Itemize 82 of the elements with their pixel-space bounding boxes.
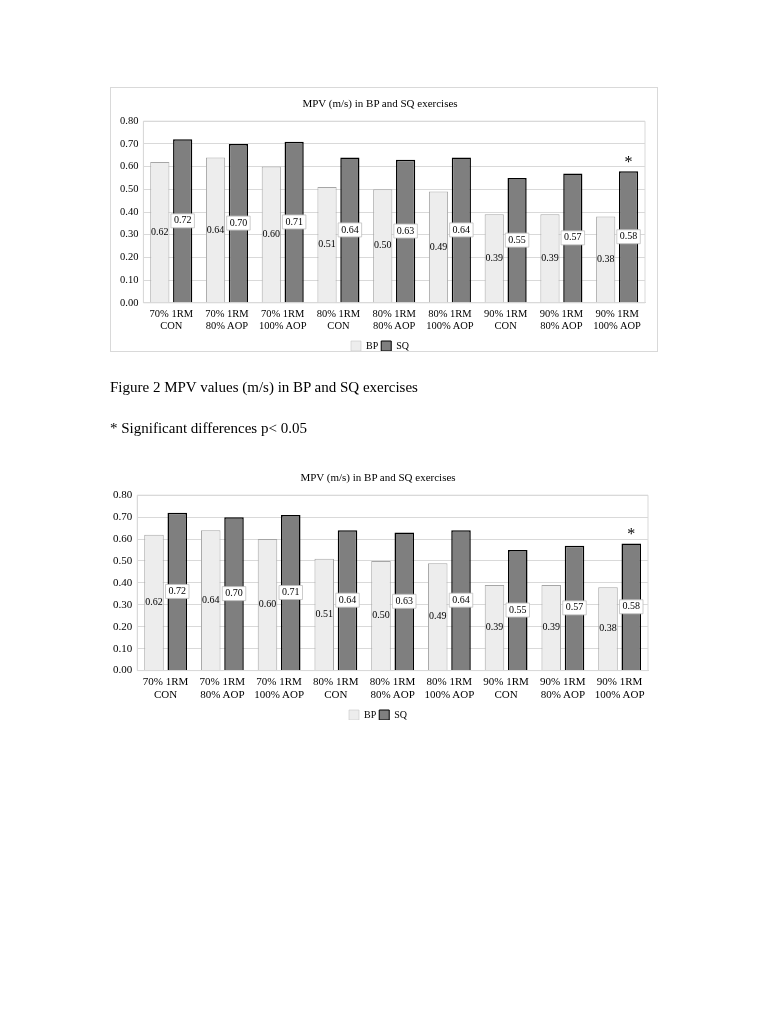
x-tick-label: 90% 1RM 80% AOP	[540, 675, 586, 701]
x-tick-label: 80% 1RM 100% AOP	[426, 307, 474, 332]
x-tick-label: 90% 1RM CON	[483, 307, 529, 332]
data-label: 0.64	[206, 223, 225, 235]
data-label: 0.60	[262, 228, 281, 240]
y-tick-label: 0.40	[120, 205, 139, 217]
data-label: 0.70	[225, 587, 243, 599]
caption: Figure 2 MPV values (m/s) in BP and SQ exercises	[110, 379, 419, 396]
y-tick-label: 0.00	[120, 296, 139, 308]
data-label: 0.64	[452, 223, 471, 235]
x-tick-label: 90% 1RM 80% AOP	[539, 307, 584, 332]
data-label: 0.60	[258, 598, 277, 610]
data-label: 0.38	[596, 253, 615, 265]
x-tick-label: 80% 1RM 80% AOP	[369, 675, 416, 701]
legend-label: BP	[363, 708, 377, 720]
data-label: 0.49	[428, 610, 447, 622]
legend-label: SQ	[396, 339, 410, 351]
x-tick-label: 90% 1RM 100% AOP	[594, 675, 645, 701]
data-label: 0.63	[396, 224, 415, 236]
x-tick-label: 90% 1RM CON	[483, 675, 530, 701]
y-tick-label: 0.30	[120, 228, 139, 240]
chart-title: MPV (m/s) in BP and SQ exercises	[302, 97, 458, 111]
data-label: 0.72	[168, 585, 187, 597]
y-tick-label: 0.80	[120, 114, 139, 126]
y-tick-label: 0.70	[120, 137, 139, 149]
x-tick-label: 70% 1RM 80% AOP	[205, 307, 250, 332]
data-label: 0.62	[145, 596, 163, 608]
x-tick-label: 70% 1RM 100% AOP	[258, 307, 307, 332]
y-tick-label: 0.20	[113, 619, 133, 632]
data-label: 0.58	[619, 230, 638, 242]
y-tick-label: 0.10	[113, 641, 133, 654]
data-label: 0.39	[541, 251, 559, 263]
data-label: 0.58	[622, 600, 641, 612]
y-tick-label: 0.30	[113, 597, 133, 610]
data-label: 0.57	[565, 601, 584, 613]
x-tick-label: 80% 1RM CON	[313, 675, 359, 701]
data-label: 0.64	[452, 593, 470, 605]
data-label: 0.39	[542, 621, 560, 633]
y-tick-label: 0.40	[113, 575, 133, 588]
x-tick-label: 70% 1RM CON	[142, 675, 189, 701]
data-label: 0.50	[372, 609, 390, 621]
x-tick-label: 80% 1RM 100% AOP	[424, 675, 475, 701]
y-tick-label: 0.60	[113, 531, 133, 544]
data-label: 0.64	[341, 223, 359, 235]
y-tick-label: 0.50	[120, 183, 139, 195]
text: * Significant differences p< 0.05	[110, 420, 308, 437]
chart-title: MPV (m/s) in BP and SQ exercises	[300, 471, 456, 485]
x-tick-label: 70% 1RM 80% AOP	[199, 675, 246, 701]
y-tick-label: 0.00	[113, 663, 133, 676]
x-tick-label: 90% 1RM 100% AOP	[593, 307, 642, 332]
y-tick-label: 0.20	[120, 251, 139, 263]
x-tick-label: 80% 1RM CON	[316, 307, 361, 332]
annotation: *	[627, 525, 636, 543]
y-tick-label: 0.80	[113, 488, 133, 501]
annotation: *	[624, 153, 633, 171]
data-label: 0.39	[485, 251, 503, 263]
data-label: 0.63	[395, 594, 414, 606]
data-label: 0.51	[315, 608, 333, 620]
y-tick-label: 0.60	[120, 160, 139, 172]
legend-label: SQ	[394, 708, 408, 720]
x-tick-label: 70% 1RM 100% AOP	[254, 675, 305, 701]
data-label: 0.38	[599, 622, 617, 634]
y-tick-label: 0.70	[113, 510, 133, 523]
data-label: 0.55	[508, 233, 526, 245]
data-label: 0.51	[318, 238, 336, 250]
data-label: 0.55	[509, 603, 527, 615]
y-tick-label: 0.50	[113, 553, 133, 566]
data-label: 0.71	[282, 586, 300, 598]
data-label: 0.57	[564, 231, 582, 243]
data-label: 0.71	[285, 215, 303, 227]
x-tick-label: 70% 1RM CON	[149, 307, 194, 332]
data-label: 0.49	[429, 240, 448, 252]
x-tick-label: 80% 1RM 80% AOP	[372, 307, 417, 332]
data-label: 0.39	[485, 621, 504, 633]
legend-label: BP	[365, 339, 379, 351]
data-label: 0.64	[201, 593, 220, 605]
data-label: 0.64	[338, 593, 357, 605]
y-tick-label: 0.10	[120, 273, 139, 285]
data-label: 0.72	[173, 214, 192, 226]
data-label: 0.50	[374, 239, 392, 251]
data-label: 0.62	[151, 225, 169, 237]
data-label: 0.70	[229, 216, 248, 228]
